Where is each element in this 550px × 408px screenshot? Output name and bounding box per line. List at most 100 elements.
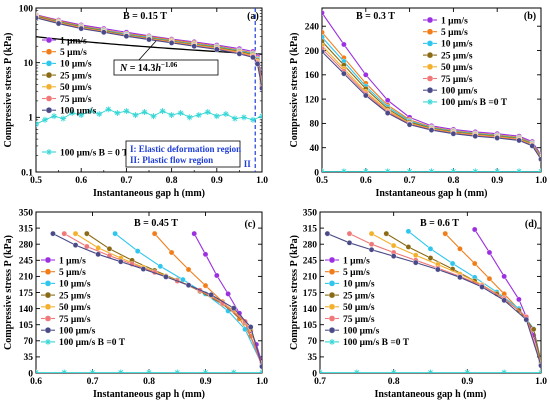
x-tick-label: 0.7 bbox=[120, 176, 132, 186]
data-point bbox=[427, 246, 434, 252]
y-tick-label: 40 bbox=[310, 144, 320, 154]
panel-a: 0.5 0.6 0.7 0.8 0.9 1.0 0.1 1 10 100 Instantaneous… bbox=[3, 4, 268, 199]
panel-title: B = 0.3 T bbox=[356, 11, 395, 22]
data-point bbox=[501, 273, 507, 280]
series-7 bbox=[322, 168, 541, 172]
data-point bbox=[51, 113, 58, 120]
data-point bbox=[501, 297, 507, 304]
data-point bbox=[259, 113, 262, 120]
legend-entry-label: 10 μm/s bbox=[60, 60, 92, 70]
data-point bbox=[231, 115, 238, 122]
y-tick-label: 105 bbox=[303, 321, 318, 331]
data-point bbox=[457, 274, 463, 281]
y-tick-label: 35 bbox=[24, 353, 34, 363]
fit-equation-lhs: N bbox=[119, 63, 128, 74]
data-point bbox=[390, 253, 397, 259]
fit-equation-eq: = 14.3 bbox=[127, 63, 155, 74]
data-point bbox=[322, 10, 325, 16]
data-point bbox=[186, 114, 193, 121]
legend-entry-label: 10 μm/s bbox=[441, 40, 473, 50]
fit-equation-exp: −1.06 bbox=[161, 61, 178, 69]
series-7 bbox=[36, 106, 262, 128]
data-point bbox=[363, 72, 369, 78]
plot-area bbox=[322, 10, 541, 172]
legend-swatch-marker bbox=[45, 338, 51, 345]
data-point bbox=[87, 108, 94, 115]
data-point bbox=[390, 242, 397, 249]
legend-entry-label: 1 μm/s bbox=[60, 36, 87, 46]
data-point bbox=[180, 276, 186, 283]
data-point bbox=[428, 127, 435, 133]
series-6 bbox=[322, 48, 541, 163]
legend-swatch-marker bbox=[45, 107, 53, 114]
data-point bbox=[249, 116, 256, 123]
data-point bbox=[450, 168, 457, 172]
data-point bbox=[208, 292, 214, 298]
data-point bbox=[324, 230, 331, 237]
data-point bbox=[472, 168, 479, 172]
y-tick-label: 0 bbox=[312, 369, 317, 379]
legend-swatch-marker bbox=[426, 28, 434, 35]
series-line bbox=[408, 230, 541, 363]
legend-entry-label: 1 μm/s bbox=[441, 16, 468, 26]
legend-entry-label: 100 μm/s bbox=[59, 327, 96, 337]
data-point bbox=[84, 230, 90, 237]
fit-label-pointer bbox=[137, 40, 157, 62]
legend-swatch-marker bbox=[328, 303, 336, 310]
data-point bbox=[101, 29, 107, 36]
legend-swatch-marker bbox=[328, 280, 336, 287]
x-tick-label: 0.6 bbox=[30, 377, 42, 387]
series-7 bbox=[36, 369, 262, 373]
data-point bbox=[538, 156, 541, 163]
y-tick-label: 245 bbox=[19, 257, 34, 267]
data-point bbox=[78, 112, 85, 119]
data-point bbox=[538, 362, 541, 369]
data-point bbox=[259, 363, 262, 370]
data-point bbox=[390, 369, 397, 373]
y-tick-label: 105 bbox=[19, 321, 34, 331]
legend-swatch-marker bbox=[328, 291, 336, 299]
legend-swatch-marker bbox=[328, 256, 336, 264]
x-tick-label: 0.7 bbox=[314, 377, 326, 387]
y-tick-label: 0 bbox=[314, 168, 319, 178]
legend-swatch-marker bbox=[44, 291, 52, 299]
data-point bbox=[435, 266, 441, 273]
y-tick-label: 210 bbox=[303, 273, 318, 283]
x-tick-label: 0.8 bbox=[447, 176, 459, 186]
series-1 bbox=[151, 230, 262, 367]
data-point bbox=[471, 260, 478, 267]
x-tick-label: 0.7 bbox=[404, 176, 416, 186]
data-point bbox=[151, 230, 158, 237]
data-point bbox=[146, 369, 152, 373]
y-axis-label: Compressive stress P (kPa) bbox=[3, 33, 14, 148]
legend-swatch-marker bbox=[45, 36, 53, 44]
data-point bbox=[191, 43, 197, 49]
data-point bbox=[501, 369, 508, 373]
data-point bbox=[322, 48, 325, 55]
y-tick-label: 350 bbox=[19, 208, 34, 218]
data-point bbox=[204, 109, 211, 116]
legend-entry-label: 5 μm/s bbox=[343, 268, 370, 278]
legend-swatch-marker bbox=[426, 51, 434, 59]
y-tick-label: 100 bbox=[19, 4, 34, 14]
y-tick-label: 10 bbox=[24, 59, 34, 69]
data-point bbox=[523, 316, 530, 323]
data-point bbox=[202, 282, 209, 289]
legend-swatch-marker bbox=[426, 63, 434, 70]
data-point bbox=[157, 263, 164, 270]
legend-swatch-marker bbox=[426, 87, 434, 94]
legend-swatch-marker bbox=[44, 327, 52, 334]
region-notes-box bbox=[125, 140, 241, 168]
data-point bbox=[322, 38, 325, 45]
panel-c: 0.6 0.7 0.8 0.9 1.0 0 35 70 105 140 175 210 245 280 31… bbox=[3, 208, 268, 400]
panel-title: B = 0.15 T bbox=[123, 11, 167, 22]
data-point bbox=[140, 266, 147, 272]
data-point bbox=[450, 130, 457, 137]
data-point bbox=[78, 25, 84, 32]
data-point bbox=[114, 110, 121, 117]
data-point bbox=[50, 230, 56, 237]
data-point bbox=[89, 369, 96, 373]
data-point bbox=[464, 369, 471, 373]
data-point bbox=[177, 110, 184, 117]
series-1 bbox=[442, 230, 541, 364]
